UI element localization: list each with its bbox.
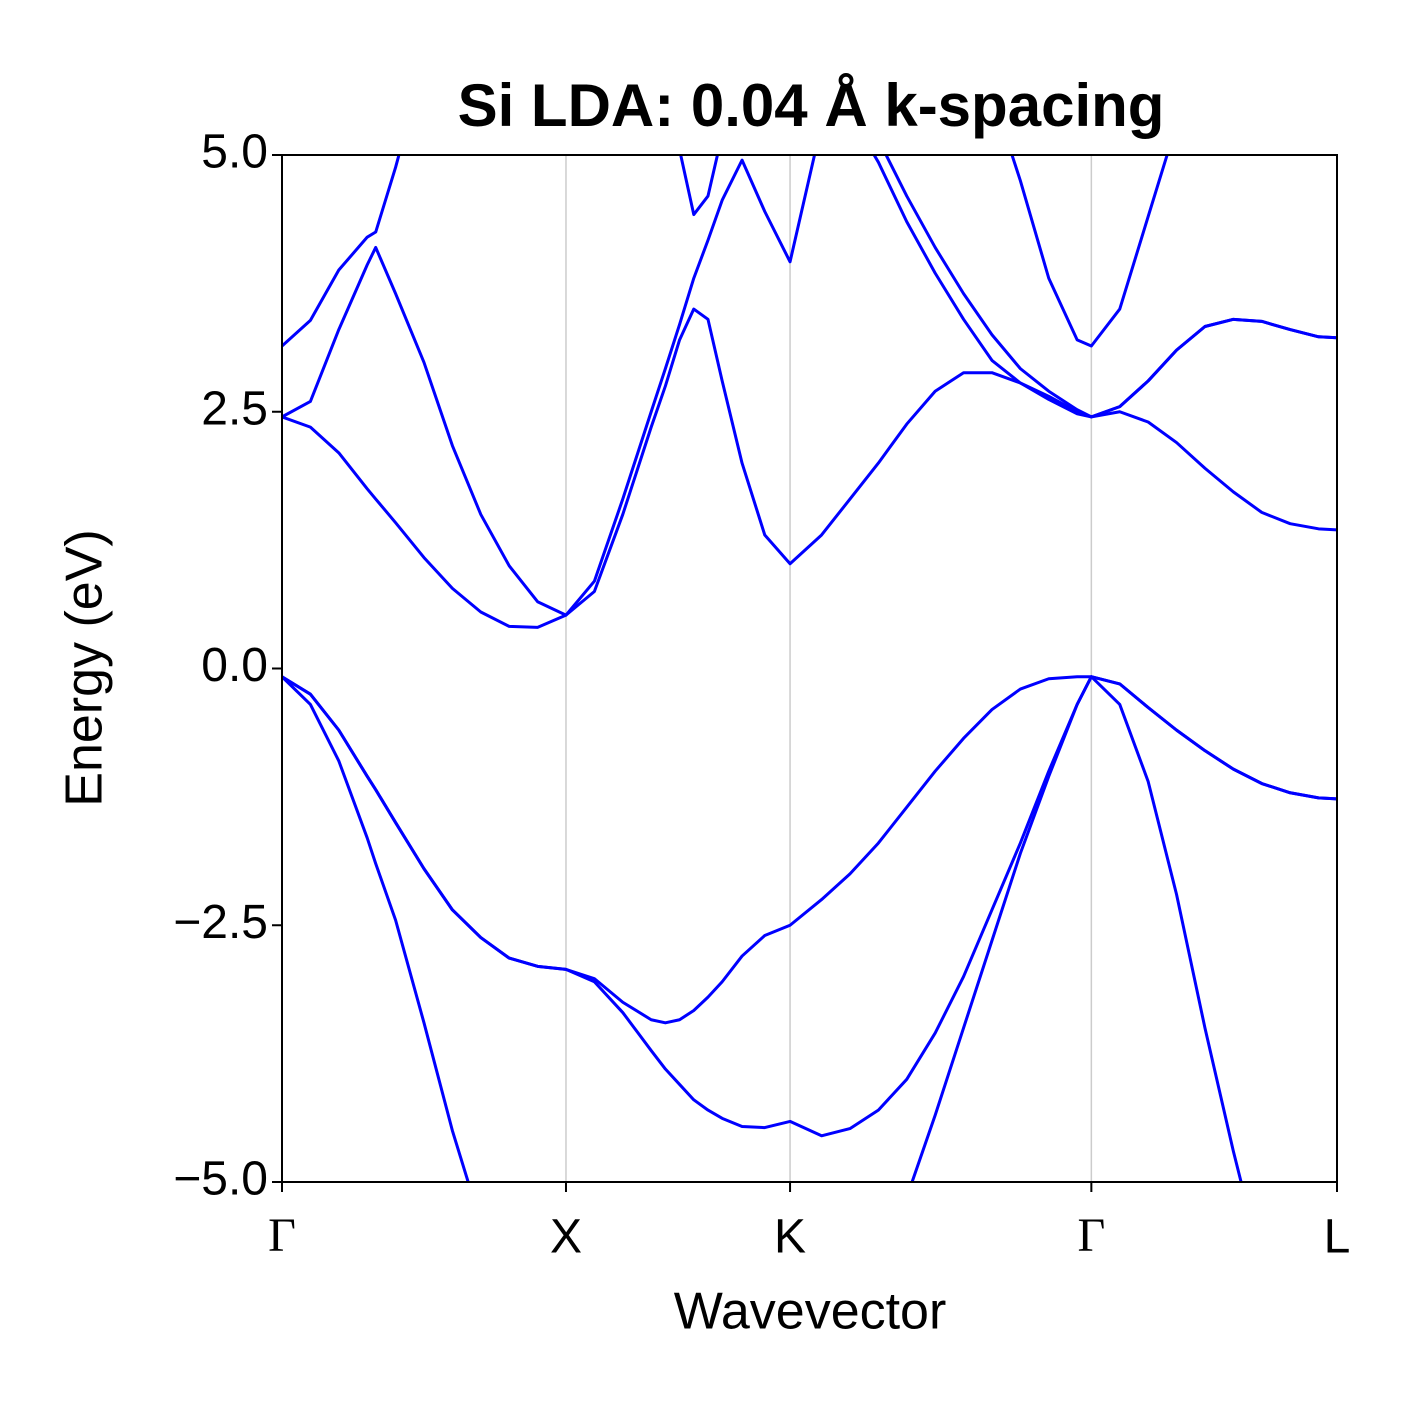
x-tick-label: Γ (1077, 1209, 1105, 1262)
x-tick-label: X (550, 1211, 582, 1264)
chart-title: Si LDA: 0.04 Å k-spacing (458, 72, 1165, 139)
grid (565, 155, 1093, 1182)
x-tick-label: Γ (268, 1209, 296, 1262)
y-tick-label: −2.5 (173, 896, 268, 949)
y-axis-label: Energy (eV) (56, 529, 114, 806)
band-line (1010, 155, 1169, 348)
y-tick-label: 0.0 (201, 639, 268, 692)
ticks: 5.02.50.0−2.5−5.0Γ X K Γ L (173, 126, 1350, 1264)
y-tick-label: 2.5 (201, 382, 268, 435)
band-line (282, 675, 1243, 1182)
x-axis-label: Wavevector (674, 1283, 947, 1341)
y-tick-label: 5.0 (201, 126, 268, 179)
band-line (282, 675, 1337, 1025)
y-tick-label: −5.0 (173, 1153, 268, 1206)
bands (282, 155, 1337, 1182)
x-tick-label: L (1324, 1211, 1351, 1264)
band-line (282, 155, 1337, 419)
band-line (282, 155, 1337, 617)
x-tick-label: K (774, 1211, 806, 1264)
plot-frame (281, 154, 1338, 1183)
band-line (282, 307, 1337, 629)
